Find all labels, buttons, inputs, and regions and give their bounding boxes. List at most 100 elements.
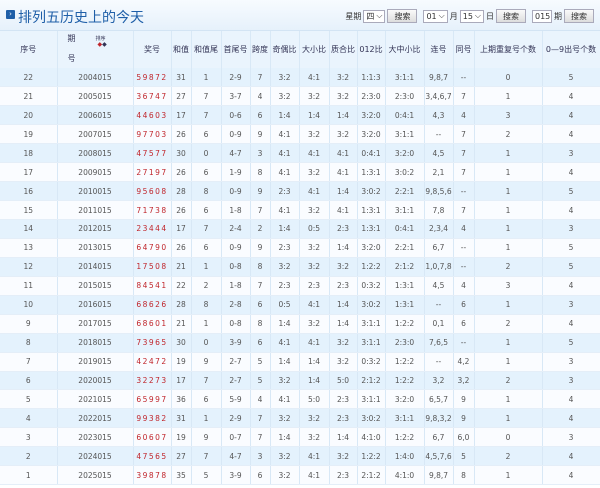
cell-span: 3	[250, 143, 271, 164]
day-label: 日	[486, 11, 494, 21]
cell-numbers: 68626	[133, 295, 172, 315]
cell-same: 7	[453, 143, 475, 164]
day-select[interactable]: 15 ⌵	[459, 9, 484, 23]
month-select[interactable]: 01 ⌵	[423, 9, 448, 23]
table-row: 22 2004015 59872 31 1 2-9 7 3:2 4:1 3:2 1:1:3 3:1:1…	[0, 68, 600, 88]
cell-numbers: 64790	[133, 238, 172, 258]
date-search-button[interactable]: 搜索	[496, 9, 526, 23]
cell-period: 2011015	[57, 200, 134, 220]
cell-period: 2010015	[57, 181, 134, 202]
week-select[interactable]: 四 ⌵	[363, 9, 386, 23]
cell-period: 2019015	[57, 352, 134, 372]
cell-mod012: 1:1:3	[357, 68, 386, 88]
cell-repeat-count: 1	[474, 219, 543, 239]
cell-same: 8	[453, 465, 475, 486]
cell-same: 6,0	[453, 427, 475, 448]
cell-prime-composite: 2:3	[329, 389, 358, 410]
cell-numbers: 71738	[133, 200, 172, 220]
header-period-label-2: 号	[67, 54, 76, 63]
cell-mod012: 3:2:0	[357, 238, 386, 258]
week-search-button[interactable]: 搜索	[387, 9, 418, 23]
cell-big-mid-small: 3:1:1	[385, 408, 425, 429]
cell-numbers: 23444	[133, 219, 172, 239]
cell-consecutive: 6,5,7	[424, 389, 454, 410]
cell-digit-count: 4	[542, 446, 600, 467]
cell-mod012: 0:3:2	[357, 352, 386, 372]
cell-span: 7	[250, 68, 271, 88]
cell-prime-composite: 2:3	[329, 276, 358, 296]
cell-big-small: 3:2	[299, 200, 330, 220]
cell-digit-count: 5	[542, 181, 600, 202]
header-numbers: 奖号	[133, 31, 172, 68]
cell-period: 2022015	[57, 408, 134, 429]
cell-sum: 28	[171, 295, 192, 315]
cell-sum-tail: 7	[191, 86, 222, 107]
header-big-mid-small: 大中小比	[385, 31, 425, 68]
cell-big-small: 1:4	[299, 105, 330, 126]
cell-first-last: 0-8	[221, 314, 251, 334]
cell-repeat-count: 1	[474, 200, 543, 220]
cell-seq: 13	[0, 238, 58, 258]
cell-numbers: 60607	[133, 427, 172, 448]
header-repeat-count: 上期重复号个数	[474, 31, 543, 68]
cell-repeat-count: 1	[474, 181, 543, 202]
cell-seq: 17	[0, 162, 58, 183]
sort-arrows-icon[interactable]: ◆◆	[97, 41, 107, 48]
header-period: 期号 排序 ◆◆	[57, 31, 134, 68]
cell-same: 7	[453, 86, 475, 107]
cell-numbers: 27197	[133, 162, 172, 183]
cell-sum: 28	[171, 181, 192, 202]
cell-first-last: 2-9	[221, 408, 251, 429]
header-first-last: 首尾号	[221, 31, 251, 68]
cell-span: 8	[250, 162, 271, 183]
cell-sum: 19	[171, 352, 192, 372]
cell-prime-composite: 5:0	[329, 371, 358, 391]
cell-prime-composite: 3:2	[329, 446, 358, 467]
table-row: 1 2025015 39878 35 5 3-9 6 3:2 4:1 2:3 2:1:2 4:1:0 9…	[0, 465, 600, 486]
period-search-button[interactable]: 搜索	[564, 9, 594, 23]
cell-first-last: 2-7	[221, 352, 251, 372]
cell-numbers: 97703	[133, 124, 172, 145]
cell-sum-tail: 0	[191, 333, 222, 353]
cell-seq: 15	[0, 200, 58, 220]
cell-consecutive: 4,5	[424, 276, 454, 296]
history-table: 序号期号 排序 ◆◆ 奖号 和值 和值尾 首尾号 跨度 奇偶比 大小比 质合比 012比 大中小比 连号同…	[0, 31, 600, 486]
header-odd-even: 奇偶比	[270, 31, 300, 68]
cell-seq: 1	[0, 465, 58, 486]
table-row: 9 2017015 68601 21 1 0-8 8 1:4 3:2 1:4 3:1:1 1:2:2 0…	[0, 314, 600, 334]
cell-odd-even: 2:3	[270, 276, 300, 296]
cell-mod012: 2:3:0	[357, 86, 386, 107]
cell-same: --	[453, 257, 475, 277]
cell-odd-even: 4:1	[270, 389, 300, 410]
cell-sum-tail: 1	[191, 408, 222, 429]
cell-big-small: 1:4	[299, 371, 330, 391]
cell-same: 4	[453, 105, 475, 126]
cell-first-last: 4-7	[221, 143, 251, 164]
cell-seq: 21	[0, 86, 58, 107]
table-row: 12 2014015 17508 21 1 0-8 8 3:2 3:2 3:2 1:2:2 2:1:2…	[0, 257, 600, 277]
table-row: 20 2006015 44603 17 7 0-6 6 1:4 1:4 1:4 3:2:0 0:4:1…	[0, 105, 600, 126]
cell-first-last: 2-7	[221, 371, 251, 391]
cell-repeat-count: 2	[474, 446, 543, 467]
cell-seq: 11	[0, 276, 58, 296]
cell-digit-count: 3	[542, 219, 600, 239]
cell-odd-even: 3:2	[270, 446, 300, 467]
cell-numbers: 99382	[133, 408, 172, 429]
cell-first-last: 0-9	[221, 238, 251, 258]
week-label: 星期	[345, 11, 362, 21]
cell-mod012: 1:2:2	[357, 446, 386, 467]
cell-big-small: 4:1	[299, 446, 330, 467]
cell-seq: 8	[0, 333, 58, 353]
cell-odd-even: 1:4	[270, 105, 300, 126]
cell-sum-tail: 9	[191, 427, 222, 448]
cell-span: 6	[250, 105, 271, 126]
sort-label[interactable]: 排序	[95, 36, 106, 42]
header-prime-composite: 质合比	[329, 31, 358, 68]
cell-prime-composite: 1:4	[329, 105, 358, 126]
cell-period: 2024015	[57, 446, 134, 467]
period-input[interactable]: 015	[532, 9, 552, 23]
cell-big-mid-small: 3:1:1	[385, 124, 425, 145]
cell-prime-composite: 3:2	[329, 333, 358, 353]
cell-digit-count: 4	[542, 162, 600, 183]
cell-numbers: 47577	[133, 143, 172, 164]
